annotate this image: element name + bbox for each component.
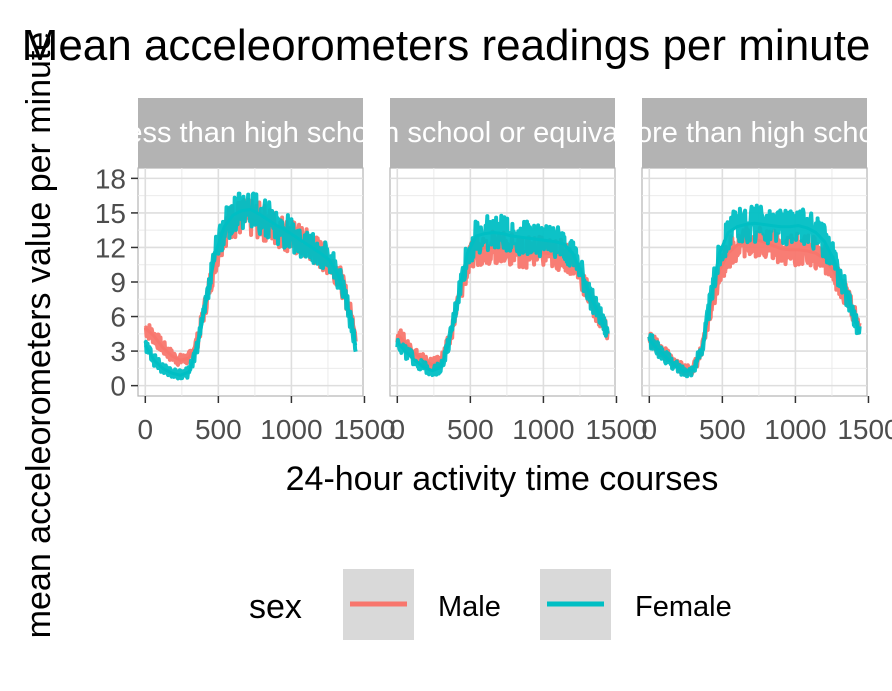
legend: sex Male Female [249,569,732,640]
x-tick-label: 1500 [333,414,395,445]
x-tick-label: 0 [390,414,406,445]
facet-strip-label: More than high school [612,117,892,149]
legend-label-male: Male [438,591,501,623]
x-tick-label: 1000 [512,414,574,445]
facet-panel-1: Less than high school 0 500 1000 1500 [110,98,396,445]
series-line-female [144,208,358,377]
legend-title: sex [249,588,302,626]
y-tick-label: 9 [110,267,126,298]
chart-title: Mean acceleorometers readings per minute [22,21,871,70]
facet-strip-label: High school or equivalent [340,117,666,149]
facet-strip-background [138,98,363,168]
x-axis-title: 24-hour activity time courses [286,460,719,498]
x-tick-label: 500 [699,414,746,445]
y-tick-label: 6 [110,302,126,333]
x-tick-label: 1500 [585,414,647,445]
y-tick-label: 3 [110,336,126,367]
facet-strip-background [390,98,615,168]
x-tick-label: 1000 [764,414,826,445]
series-line-female [648,221,862,374]
y-tick-label: 18 [95,163,126,194]
series-line-female [396,231,610,373]
x-tick-label: 0 [138,414,154,445]
y-tick-label: 15 [95,198,126,229]
facet-panel-3: More than high school 0 500 1000 1500 [612,98,892,445]
x-tick-label: 0 [642,414,658,445]
y-axis-title: mean acceleorometers value per minute [20,32,58,639]
y-tick-label: 0 [110,371,126,402]
y-tick-label: 12 [95,232,126,263]
x-tick-label: 1500 [837,414,892,445]
legend-label-female: Female [635,591,732,623]
facet-panel-2: High school or equivalent 0 500 1000 1500 [340,98,666,445]
x-tick-label: 1000 [260,414,322,445]
x-tick-label: 500 [447,414,494,445]
x-tick-label: 500 [195,414,242,445]
facet-strip-label: Less than high school [110,117,391,149]
facet-strip-background [642,98,867,168]
